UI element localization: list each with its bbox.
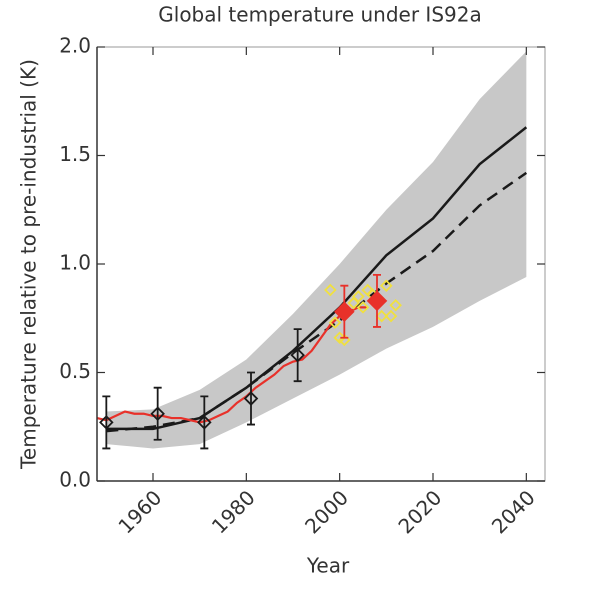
diamond-marker xyxy=(366,290,388,312)
model-line xyxy=(106,126,528,431)
chart-title: Global temperature under IS92a xyxy=(158,3,481,27)
error-bar xyxy=(102,395,111,450)
error-bar xyxy=(293,328,302,383)
y-tick-label: 2.0 xyxy=(59,34,91,58)
diamond-marker xyxy=(99,415,114,430)
diamond-marker xyxy=(375,309,388,323)
diamond-marker xyxy=(352,290,365,303)
y-axis-label: Temperature relative to pre-industrial (… xyxy=(17,59,41,470)
x-tick-label: 2020 xyxy=(393,485,446,538)
diamond-marker xyxy=(384,309,398,323)
error-bar xyxy=(200,395,209,450)
diamond-marker xyxy=(328,316,342,329)
diamond-marker xyxy=(150,406,165,422)
diamond-marker xyxy=(389,298,402,312)
diamond-marker xyxy=(356,301,370,314)
observed-line xyxy=(96,306,368,424)
y-tick-label: 0.0 xyxy=(59,468,91,492)
x-tick-label: 1960 xyxy=(113,485,166,538)
uncertainty-band xyxy=(106,51,527,449)
y-tick-label: 1.5 xyxy=(59,142,91,166)
y-tick-label: 0.5 xyxy=(59,359,91,383)
error-bar xyxy=(153,386,162,441)
x-tick-label: 2040 xyxy=(487,485,540,538)
x-tick-label: 1980 xyxy=(207,485,260,538)
y-tick-label: 1.0 xyxy=(59,251,91,275)
diamond-marker xyxy=(334,301,355,323)
x-axis-label: Year xyxy=(306,554,350,578)
x-tick-label: 2000 xyxy=(300,485,353,538)
diamond-marker xyxy=(290,347,305,363)
diamond-marker xyxy=(324,283,337,297)
diamond-marker xyxy=(197,415,212,430)
diamond-marker xyxy=(380,279,393,292)
error-bar xyxy=(247,371,255,426)
model-line xyxy=(106,171,528,433)
diamond-marker xyxy=(243,391,259,406)
